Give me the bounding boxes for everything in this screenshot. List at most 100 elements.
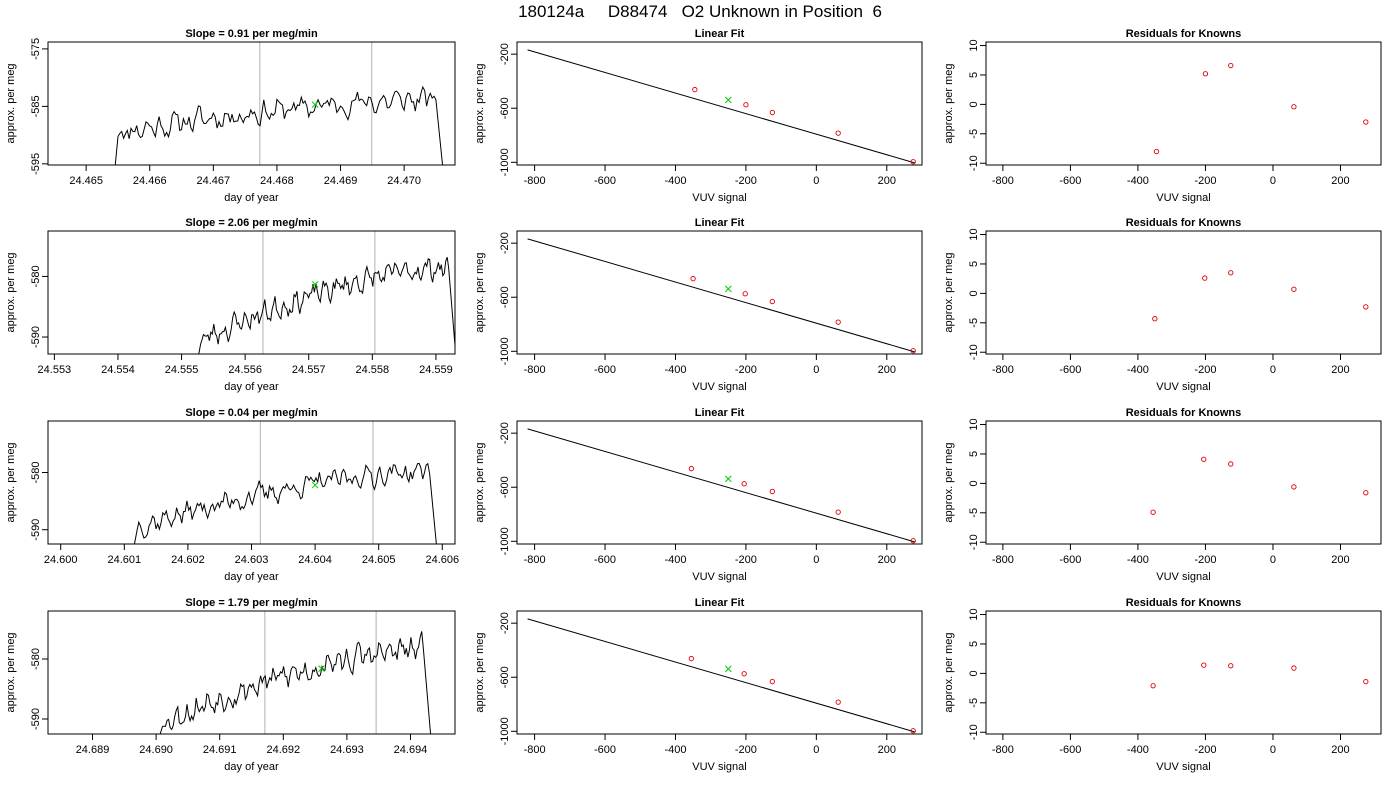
data-series-line	[159, 631, 432, 734]
x-tick-label: -800	[524, 175, 546, 187]
y-tick-label: 10	[968, 608, 980, 620]
x-tick-label: 24.606	[425, 554, 459, 566]
data-series-line	[133, 462, 437, 544]
residual-point	[1152, 316, 1158, 322]
x-tick-label: -600	[1059, 554, 1081, 566]
x-tick-label: -200	[735, 554, 757, 566]
y-axis-label: approx. per meg	[5, 442, 17, 522]
x-tick-label: -600	[594, 744, 616, 756]
x-axis-label: day of year	[224, 192, 279, 204]
plot-area	[198, 231, 455, 354]
y-axis-label: approx. per meg	[943, 63, 955, 143]
x-tick-label: -200	[735, 175, 757, 187]
residual-point	[1228, 270, 1234, 276]
y-tick-label: 10	[968, 39, 980, 51]
chart-panel-11: Linear Fit -800 -600 -400 -200 0 200 -200 -600 -1…	[474, 597, 923, 773]
x-tick-label: 24.467	[197, 175, 231, 187]
y-tick-label: -10	[968, 344, 980, 360]
x-tick-label: -200	[1194, 554, 1216, 566]
x-tick-label: -400	[1127, 175, 1149, 187]
x-tick-label: 24.601	[107, 554, 141, 566]
x-tick-label: 24.469	[324, 175, 358, 187]
x-tick-label: 24.470	[387, 175, 421, 187]
known-point	[741, 481, 747, 487]
data-series-line	[114, 85, 444, 165]
x-tick-label: -200	[1194, 364, 1216, 376]
x-tick-label: -600	[1059, 175, 1081, 187]
known-point	[769, 488, 775, 495]
unknown-point	[724, 96, 732, 104]
chart-panel-5: Linear Fit -800 -600 -400 -200 0 200 -200 -600 -1…	[474, 217, 923, 393]
x-axis-label: day of year	[224, 761, 279, 773]
y-axis-label: approx. per meg	[943, 632, 955, 712]
chart-panel-4: Slope = 2.06 per meg/min 24.553 24.554 24.5…	[5, 217, 456, 393]
x-tick-label: 24.694	[394, 744, 428, 756]
panel-title: Residuals for Knowns	[1126, 597, 1242, 609]
x-tick-label: 200	[1331, 554, 1349, 566]
plot-frame	[516, 610, 923, 735]
y-axis-label: approx. per meg	[474, 442, 486, 522]
known-point	[688, 655, 694, 662]
y-tick-label: -200	[499, 422, 511, 444]
x-tick-label: -600	[594, 364, 616, 376]
known-point	[690, 275, 696, 282]
known-point	[741, 671, 747, 677]
x-tick-label: 200	[878, 744, 896, 756]
known-point	[769, 298, 775, 305]
x-tick-label: 0	[813, 744, 819, 756]
x-tick-label: 24.554	[101, 364, 135, 376]
unknown-mean-marker	[311, 280, 319, 288]
y-tick-label: -600	[499, 666, 511, 688]
known-point	[743, 102, 749, 108]
residual-point	[1291, 484, 1297, 490]
x-tick-label: -200	[735, 364, 757, 376]
y-tick-label: 5	[968, 641, 980, 647]
y-tick-label: -1000	[499, 717, 511, 745]
unknown-mean-marker	[311, 101, 319, 109]
known-point	[835, 509, 841, 515]
x-tick-label: -400	[664, 744, 686, 756]
known-point	[769, 109, 775, 116]
residual-point	[1228, 663, 1234, 669]
plot-frame	[516, 230, 923, 355]
y-tick-label: -590	[30, 519, 42, 541]
x-tick-label: 24.605	[362, 554, 396, 566]
x-tick-label: -600	[1059, 364, 1081, 376]
plot-area	[527, 428, 916, 544]
chart-panel-12: Residuals for Knowns -800 -600 -400 -200 0 200…	[943, 597, 1382, 773]
x-tick-label: -200	[1194, 744, 1216, 756]
y-tick-label: 0	[968, 670, 980, 676]
x-tick-label: 24.553	[38, 364, 72, 376]
x-tick-label: 24.604	[298, 554, 332, 566]
residual-point	[1150, 683, 1156, 689]
plot-area	[159, 611, 432, 734]
y-tick-label: -200	[499, 43, 511, 65]
x-axis-label: VUV signal	[1156, 571, 1210, 583]
x-tick-label: 24.559	[419, 364, 453, 376]
x-tick-label: 24.689	[76, 744, 110, 756]
unknown-mean-marker	[318, 665, 325, 672]
x-tick-label: 0	[1270, 554, 1276, 566]
x-tick-label: 24.465	[69, 175, 103, 187]
y-axis-label: approx. per meg	[943, 252, 955, 332]
known-point	[910, 159, 916, 165]
known-point	[692, 86, 698, 93]
y-tick-label: -10	[968, 534, 980, 550]
x-tick-label: 24.603	[235, 554, 269, 566]
residual-point	[1150, 509, 1156, 515]
chart-panel-3: Residuals for Knowns -800 -600 -400 -200 0 200…	[943, 28, 1382, 204]
x-tick-label: -400	[1127, 744, 1149, 756]
x-axis-label: VUV signal	[692, 192, 746, 204]
x-tick-label: 0	[1270, 364, 1276, 376]
known-point	[688, 465, 694, 472]
x-tick-label: 0	[1270, 175, 1276, 187]
y-tick-label: -575	[30, 38, 42, 60]
x-tick-label: 24.555	[165, 364, 199, 376]
x-tick-label: -200	[1194, 175, 1216, 187]
plot-frame	[47, 610, 456, 735]
x-tick-label: -400	[664, 175, 686, 187]
x-tick-label: 24.557	[292, 364, 326, 376]
plot-area	[527, 238, 916, 354]
x-tick-label: -600	[594, 175, 616, 187]
